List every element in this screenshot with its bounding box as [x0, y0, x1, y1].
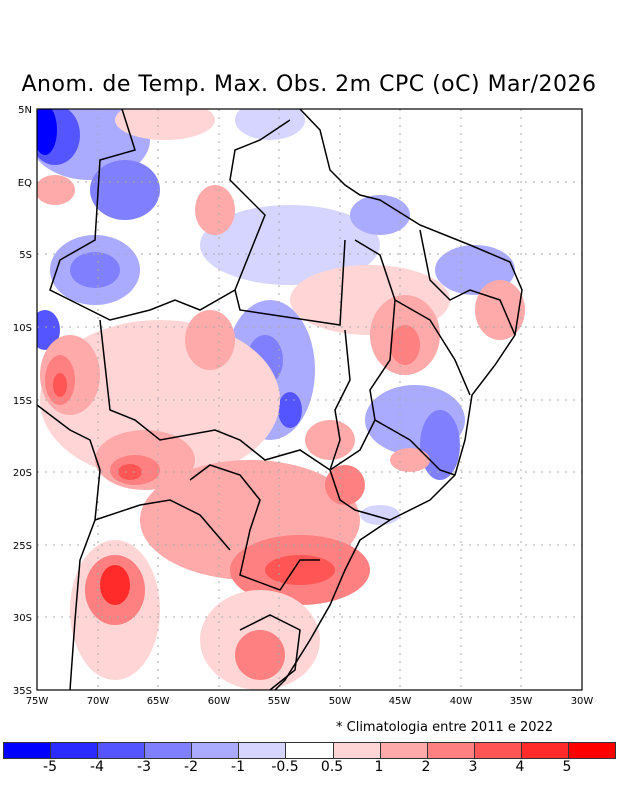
- lat-tick: 30S: [13, 613, 32, 624]
- map-title: Anom. de Temp. Max. Obs. 2m CPC (oC) Mar…: [21, 72, 597, 97]
- colorbar-label: 4: [515, 759, 525, 775]
- lon-tick: 45W: [389, 696, 412, 707]
- colorbar-label: 1: [374, 759, 384, 775]
- colorbar-swatch: [51, 743, 99, 758]
- colorbar-label: 2: [421, 759, 431, 775]
- lat-tick: 25S: [13, 541, 32, 552]
- grid-lines: [37, 109, 582, 690]
- lat-tick: 10S: [13, 323, 32, 334]
- colorbar-swatch: [145, 743, 193, 758]
- colorbar-swatch: [286, 743, 334, 758]
- colorbar-label: -4: [90, 759, 104, 775]
- lat-tick: 20S: [13, 468, 32, 479]
- map-frame: [36, 108, 583, 691]
- lon-tick: 65W: [147, 696, 170, 707]
- anomaly-field: [37, 109, 525, 690]
- colorbar-label: 3: [468, 759, 478, 775]
- lon-tick: 40W: [450, 696, 473, 707]
- colorbar-label: -2: [184, 759, 198, 775]
- colorbar-swatch: [192, 743, 240, 758]
- lon-tick: 30W: [571, 696, 594, 707]
- lon-tick: 35W: [510, 696, 533, 707]
- colorbar-label: 5: [562, 759, 572, 775]
- colorbar-swatch: [4, 743, 52, 758]
- lon-tick: 50W: [329, 696, 352, 707]
- colorbar-label: -5: [43, 759, 57, 775]
- colorbar-swatch: [427, 743, 475, 758]
- colorbar-label: -0.5: [271, 759, 299, 775]
- lon-tick: 55W: [268, 696, 291, 707]
- lon-tick: 60W: [208, 696, 231, 707]
- colorbar-swatch: [568, 743, 616, 758]
- lon-tick: 75W: [26, 696, 49, 707]
- colorbar-swatch: [380, 743, 428, 758]
- anomaly-map: 5N EQ 5S 10S 15S 20S 25S 30S 35S 75W 70W…: [13, 105, 594, 707]
- lat-tick: 5S: [19, 250, 32, 261]
- colorbar: [3, 742, 616, 759]
- colorbar-swatch: [521, 743, 569, 758]
- lat-tick: EQ: [18, 178, 32, 189]
- colorbar-swatch: [474, 743, 522, 758]
- colorbar-swatch: [333, 743, 381, 758]
- colorbar-label: -1: [231, 759, 245, 775]
- lat-tick: 15S: [13, 396, 32, 407]
- lon-axis: 75W 70W 65W 60W 55W 50W 45W 40W 35W 30W: [26, 696, 594, 707]
- colorbar-swatch: [239, 743, 287, 758]
- lat-tick: 35S: [13, 686, 32, 697]
- lat-tick: 5N: [18, 105, 32, 116]
- colorbar-swatch: [98, 743, 146, 758]
- colorbar-label: -3: [137, 759, 151, 775]
- lon-tick: 70W: [87, 696, 110, 707]
- colorbar-label: 0.5: [320, 759, 344, 775]
- climatology-note: * Climatologia entre 2011 e 2022: [336, 720, 554, 735]
- coastlines-borders: [36, 108, 523, 691]
- lat-axis: 5N EQ 5S 10S 15S 20S 25S 30S 35S: [13, 105, 32, 697]
